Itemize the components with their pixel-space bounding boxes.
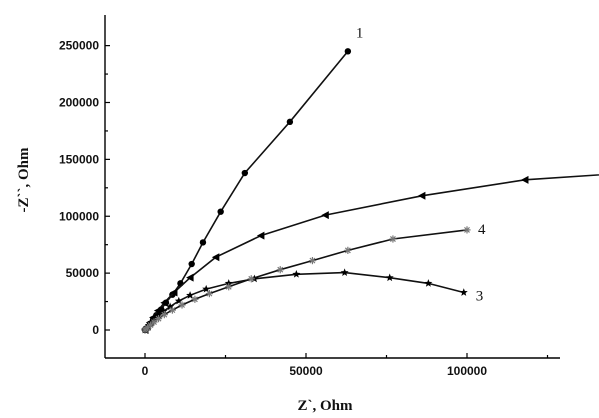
data-point [417,191,426,200]
series-2 [141,174,599,334]
data-point [169,288,178,297]
data-point [160,298,168,307]
series-labels: 1234 [356,25,486,304]
data-point [160,311,168,319]
data-point [344,48,352,55]
data-point [154,311,163,319]
data-point [286,118,294,126]
data-point [154,315,163,323]
data-point [247,275,255,283]
data-point [178,301,186,309]
series-4 [141,226,471,334]
data-point [225,283,233,291]
data-point [292,270,301,278]
axes [104,15,560,359]
data-point [256,231,265,240]
y-axis-label: -Z``, Ohm [16,147,32,213]
data-point [186,291,195,299]
data-point [344,246,352,254]
series-layer [141,48,599,334]
y-tick-label: 150000 [59,152,99,166]
data-point [150,314,159,323]
y-tick-label: 0 [92,323,99,337]
data-point [150,318,158,326]
y-tick-label: 250000 [59,39,99,53]
series-line [144,174,599,331]
data-point [321,211,329,220]
data-point [159,307,168,315]
data-point [199,239,207,246]
y-tick-label: 100000 [59,209,99,223]
x-tick-label: 100000 [447,364,487,378]
data-point [166,302,175,311]
data-point [217,208,224,215]
y-tick-label: 50000 [66,266,100,280]
data-point [459,288,468,296]
data-point [211,253,220,262]
data-point [276,266,284,274]
data-point [308,257,317,265]
data-point [188,260,195,268]
series-1 [141,48,352,334]
data-point [174,296,183,305]
data-point [224,279,233,287]
data-point [186,273,194,282]
data-point [202,284,211,293]
x-tick-label: 0 [142,364,149,378]
series-label: 1 [356,25,364,41]
data-point [241,169,249,177]
x-tick-label: 50000 [289,364,323,378]
data-point [340,268,349,276]
y-tick-label: 200000 [59,96,99,110]
series-line [144,50,349,331]
series-label: 4 [478,222,486,238]
data-point [385,273,394,282]
data-point [168,306,176,314]
data-point [463,226,471,234]
data-point [520,175,529,184]
data-point [205,290,213,298]
data-point [153,306,162,315]
data-point [389,235,397,243]
data-point [424,279,433,287]
data-point [191,295,199,303]
x-axis-label: Z`, Ohm [297,398,353,414]
series-label: 3 [476,288,484,304]
ticks: 0 50000 100000 150000 200000 250000 0 50000 1000… [59,39,549,378]
